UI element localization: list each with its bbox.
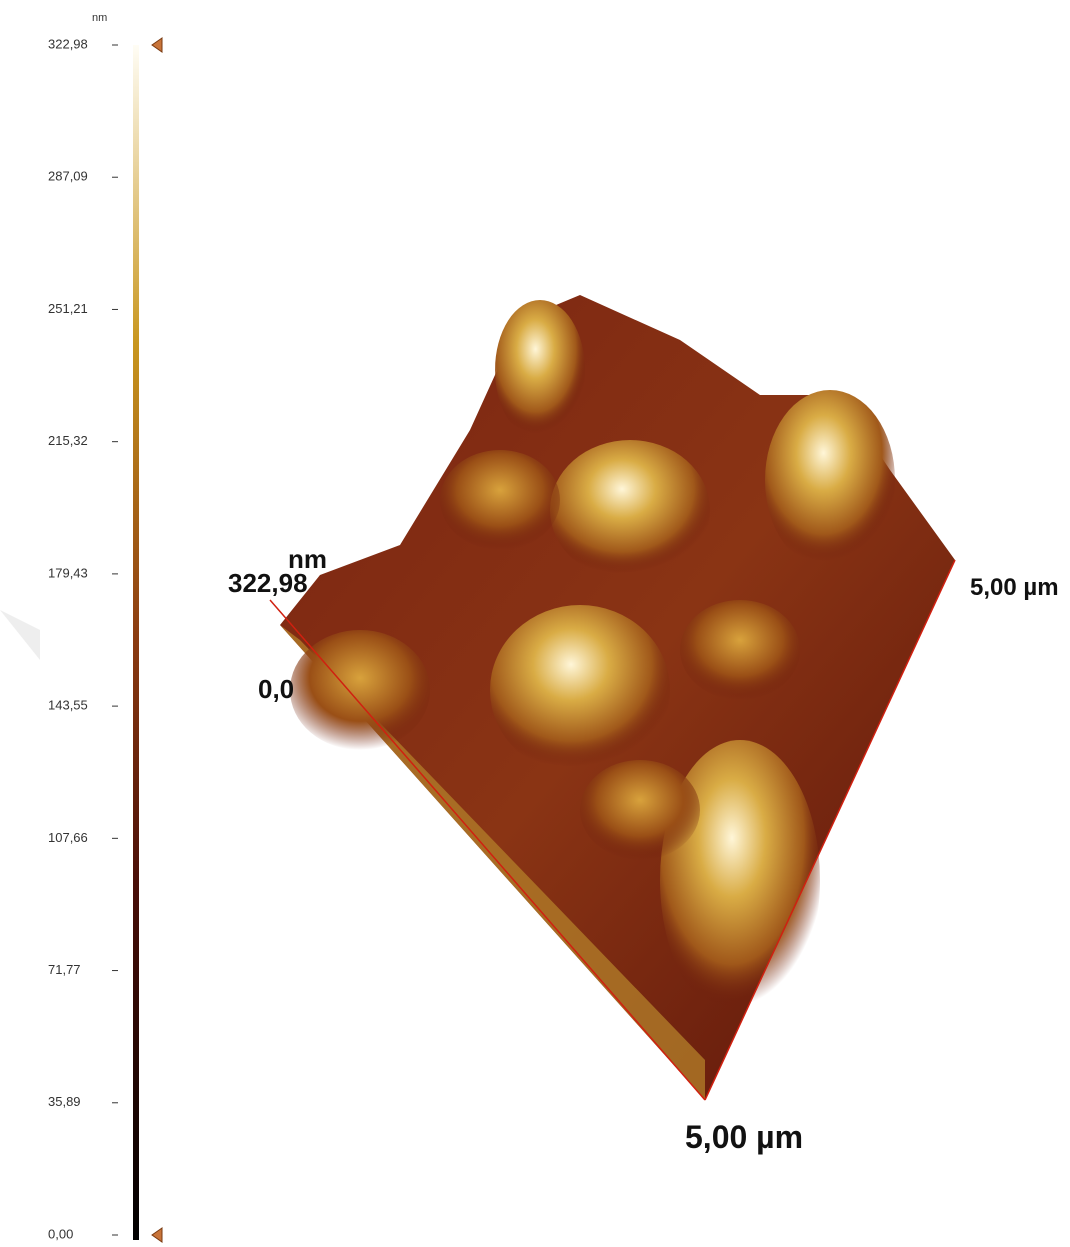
- colorbar-tick-label: 322,98: [48, 36, 88, 51]
- peak: [490, 605, 670, 775]
- surface: [270, 295, 955, 1100]
- colorbar-tick-label: 143,55: [48, 698, 88, 713]
- colorbar-tick-label: 35,89: [48, 1094, 81, 1109]
- colorbar-gradient: [133, 45, 139, 1240]
- peak: [680, 600, 800, 700]
- peak: [440, 450, 560, 550]
- peak: [495, 300, 585, 440]
- x-extent-label: 5,00 µm: [685, 1119, 803, 1155]
- y-extent-label: 5,00 µm: [970, 574, 1059, 601]
- lower-marker: [152, 1228, 162, 1242]
- colorbar-tick-label: 0,00: [48, 1226, 73, 1241]
- z-unit-label: nm: [288, 544, 327, 574]
- colorbar-tick-label: 251,21: [48, 301, 88, 316]
- colorbar: nm 322,98 287,09 251,21 215,32 179,43 143,55 1…: [48, 12, 162, 1242]
- side-handle: [0, 610, 40, 660]
- colorbar-tick-label: 215,32: [48, 433, 88, 448]
- colorbar-unit: nm: [92, 12, 107, 24]
- colorbar-tick-label: 71,77: [48, 962, 81, 977]
- afm-view: nm 322,98 287,09 251,21 215,32 179,43 143,55 1…: [0, 0, 1070, 1247]
- colorbar-tick-label: 287,09: [48, 169, 88, 184]
- peak: [765, 390, 895, 570]
- z-min-label: 0,0: [258, 674, 294, 704]
- peak: [580, 760, 700, 860]
- peak: [550, 440, 710, 580]
- colorbar-tick-label: 179,43: [48, 565, 88, 580]
- upper-marker: [152, 38, 162, 52]
- colorbar-tick-label: 107,66: [48, 830, 88, 845]
